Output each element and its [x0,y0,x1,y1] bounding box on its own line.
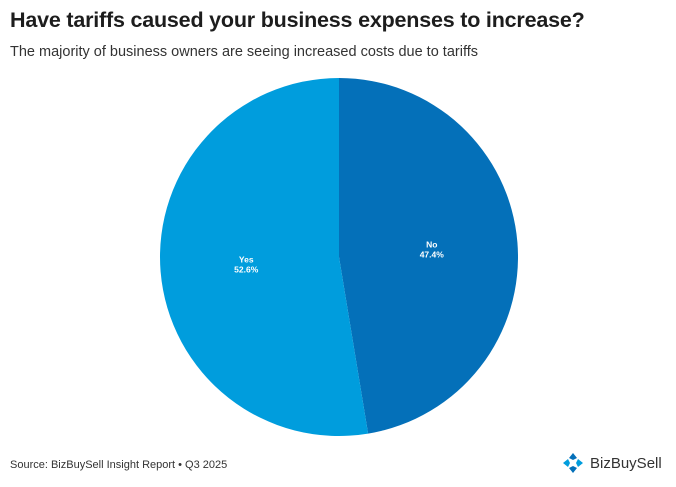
slice-value-no: 47.4% [420,249,445,259]
chart-title: Have tariffs caused your business expens… [10,8,585,32]
brand-logo: BizBuySell [562,452,662,474]
source-note: Source: BizBuySell Insight Report • Q3 2… [10,459,228,471]
pie-slices [159,78,518,437]
slice-label-no: No [426,239,437,249]
pie-slice-yes [159,78,369,437]
bizbuysell-logo-icon [563,453,583,473]
brand-name: BizBuySell [590,454,662,472]
slice-value-yes: 52.6% [234,265,259,275]
slice-label-yes: Yes [239,255,254,265]
chart-subtitle: The majority of business owners are seei… [10,44,478,60]
pie-slice-no [339,78,518,434]
